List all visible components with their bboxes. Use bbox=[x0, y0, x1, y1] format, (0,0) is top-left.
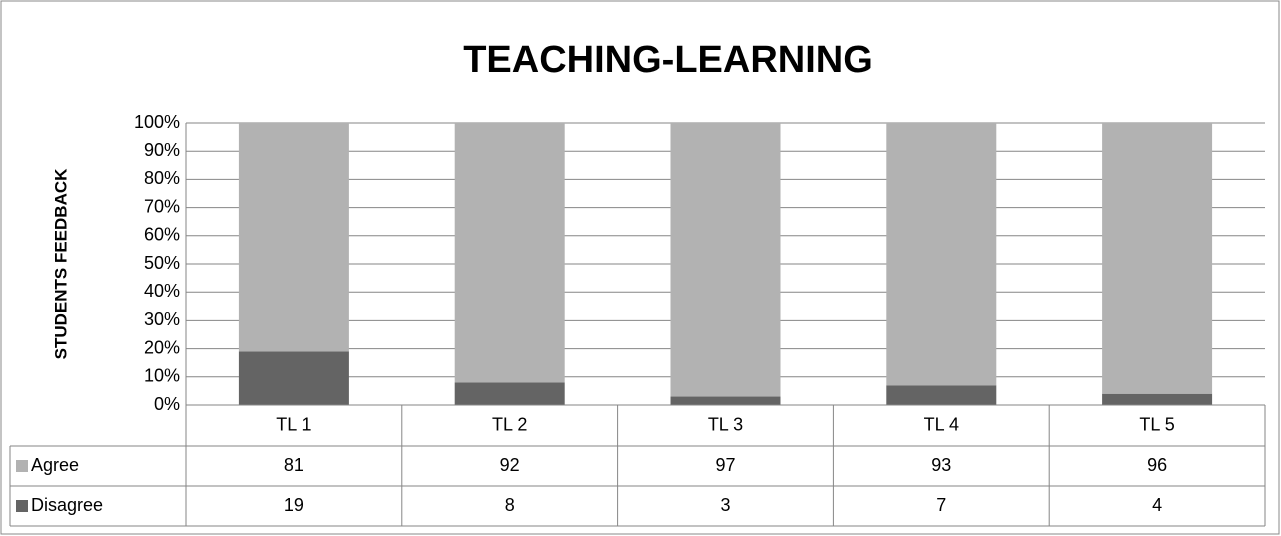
table-value: 92 bbox=[500, 455, 520, 475]
bar-segment bbox=[886, 385, 997, 405]
table-value: 4 bbox=[1152, 495, 1162, 515]
table-value: 96 bbox=[1147, 455, 1167, 475]
y-tick-label: 100% bbox=[134, 112, 180, 132]
bar-segment bbox=[1102, 123, 1213, 394]
y-tick-label: 80% bbox=[144, 168, 180, 188]
legend-swatch bbox=[16, 460, 28, 472]
table-value: 3 bbox=[720, 495, 730, 515]
y-tick-label: 20% bbox=[144, 337, 180, 357]
bar-segment bbox=[454, 382, 565, 405]
legend-swatch bbox=[16, 500, 28, 512]
x-tick-label: TL 2 bbox=[492, 414, 527, 434]
table-value: 19 bbox=[284, 495, 304, 515]
bar-segment bbox=[238, 123, 349, 352]
bar-segment bbox=[454, 123, 565, 383]
bar-segment bbox=[886, 123, 997, 386]
table-value: 97 bbox=[715, 455, 735, 475]
y-axis-label: STUDENTS FEEDBACK bbox=[51, 168, 70, 360]
bar-segment bbox=[670, 123, 781, 397]
x-tick-label: TL 3 bbox=[708, 414, 743, 434]
x-tick-label: TL 5 bbox=[1139, 414, 1174, 434]
table-value: 93 bbox=[931, 455, 951, 475]
y-tick-label: 30% bbox=[144, 309, 180, 329]
y-tick-label: 50% bbox=[144, 253, 180, 273]
chart-title: TEACHING-LEARNING bbox=[463, 39, 873, 81]
bar-segment bbox=[670, 396, 781, 405]
y-tick-label: 70% bbox=[144, 196, 180, 216]
legend-label: Agree bbox=[31, 455, 79, 475]
bar-segment bbox=[238, 351, 349, 405]
legend-label: Disagree bbox=[31, 495, 103, 515]
table-value: 81 bbox=[284, 455, 304, 475]
y-tick-label: 90% bbox=[144, 140, 180, 160]
table-value: 8 bbox=[505, 495, 515, 515]
x-tick-label: TL 1 bbox=[276, 414, 311, 434]
table-value: 7 bbox=[936, 495, 946, 515]
x-tick-label: TL 4 bbox=[924, 414, 959, 434]
y-tick-label: 40% bbox=[144, 281, 180, 301]
y-tick-label: 0% bbox=[154, 394, 180, 414]
y-tick-label: 60% bbox=[144, 225, 180, 245]
y-tick-label: 10% bbox=[144, 366, 180, 386]
bar-segment bbox=[1102, 393, 1213, 405]
